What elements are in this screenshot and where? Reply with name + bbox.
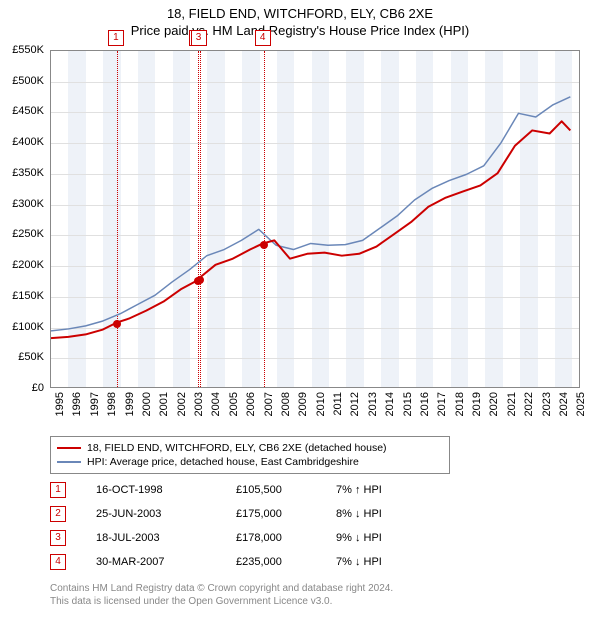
table-row: 4 30-MAR-2007£235,0007% ↓ HPI (50, 550, 426, 574)
transaction-dot (113, 320, 121, 328)
tx-date: 25-JUN-2003 (96, 508, 236, 520)
tx-price: £178,000 (236, 532, 336, 544)
y-tick-label: £250K (12, 228, 44, 240)
x-tick-label: 2004 (210, 392, 222, 416)
tx-delta: 7% ↑ HPI (336, 484, 426, 496)
chart-area: £0£50K£100K£150K£200K£250K£300K£350K£400… (50, 50, 580, 388)
y-tick-label: £300K (12, 198, 44, 210)
x-tick-label: 2019 (471, 392, 483, 416)
y-tick-label: £550K (12, 44, 44, 56)
x-tick-label: 2012 (349, 392, 361, 416)
title-subtitle: Price paid vs. HM Land Registry's House … (0, 23, 600, 38)
legend-label: HPI: Average price, detached house, East… (87, 456, 359, 468)
table-row: 2 25-JUN-2003£175,0008% ↓ HPI (50, 502, 426, 526)
y-tick-label: £450K (12, 105, 44, 117)
plot-frame (50, 50, 580, 388)
footnote-line2: This data is licensed under the Open Gov… (50, 595, 393, 608)
title-address: 18, FIELD END, WITCHFORD, ELY, CB6 2XE (0, 6, 600, 21)
x-tick-label: 2009 (297, 392, 309, 416)
tx-date: 18-JUL-2003 (96, 532, 236, 544)
x-tick-label: 2014 (384, 392, 396, 416)
tx-number: 3 (50, 530, 66, 546)
x-tick-label: 2020 (488, 392, 500, 416)
x-tick-label: 2025 (575, 392, 587, 416)
series-hpi (51, 97, 570, 331)
tx-price: £175,000 (236, 508, 336, 520)
x-tick-label: 2005 (228, 392, 240, 416)
footnote: Contains HM Land Registry data © Crown c… (50, 582, 393, 608)
legend-item: HPI: Average price, detached house, East… (57, 455, 443, 469)
y-tick-label: £500K (12, 75, 44, 87)
y-tick-label: £50K (18, 351, 44, 363)
x-tick-label: 2001 (158, 392, 170, 416)
tx-number: 1 (50, 482, 66, 498)
tx-price: £105,500 (236, 484, 336, 496)
legend: 18, FIELD END, WITCHFORD, ELY, CB6 2XE (… (50, 436, 450, 474)
y-tick-label: £350K (12, 167, 44, 179)
marker-number-box: 3 (191, 30, 207, 46)
x-tick-label: 2022 (523, 392, 535, 416)
x-tick-label: 2018 (454, 392, 466, 416)
tx-delta: 8% ↓ HPI (336, 508, 426, 520)
tx-delta: 7% ↓ HPI (336, 556, 426, 568)
tx-number: 2 (50, 506, 66, 522)
x-tick-label: 2006 (245, 392, 257, 416)
y-tick-label: £150K (12, 290, 44, 302)
tx-date: 16-OCT-1998 (96, 484, 236, 496)
x-tick-label: 2024 (558, 392, 570, 416)
x-tick-label: 1995 (54, 392, 66, 416)
transaction-dot (196, 276, 204, 284)
titles: 18, FIELD END, WITCHFORD, ELY, CB6 2XE P… (0, 0, 600, 38)
x-tick-label: 2013 (367, 392, 379, 416)
y-tick-label: £100K (12, 321, 44, 333)
table-row: 3 18-JUL-2003£178,0009% ↓ HPI (50, 526, 426, 550)
legend-item: 18, FIELD END, WITCHFORD, ELY, CB6 2XE (… (57, 441, 443, 455)
y-tick-label: £400K (12, 136, 44, 148)
tx-price: £235,000 (236, 556, 336, 568)
x-tick-label: 2002 (176, 392, 188, 416)
x-tick-label: 1999 (124, 392, 136, 416)
legend-swatch (57, 447, 81, 449)
x-tick-label: 2023 (541, 392, 553, 416)
y-tick-label: £200K (12, 259, 44, 271)
legend-swatch (57, 461, 81, 463)
series-svg (51, 51, 579, 387)
x-tick-label: 2010 (315, 392, 327, 416)
x-tick-label: 1996 (71, 392, 83, 416)
x-tick-label: 2016 (419, 392, 431, 416)
x-tick-label: 2011 (332, 392, 344, 416)
x-tick-label: 1997 (89, 392, 101, 416)
x-tick-label: 2017 (436, 392, 448, 416)
marker-number-box: 1 (108, 30, 124, 46)
y-tick-label: £0 (32, 382, 44, 394)
x-tick-label: 2015 (402, 392, 414, 416)
x-tick-label: 2021 (506, 392, 518, 416)
footnote-line1: Contains HM Land Registry data © Crown c… (50, 582, 393, 595)
table-row: 1 16-OCT-1998£105,5007% ↑ HPI (50, 478, 426, 502)
transaction-dot (260, 241, 268, 249)
tx-date: 30-MAR-2007 (96, 556, 236, 568)
marker-number-box: 4 (255, 30, 271, 46)
x-tick-label: 2003 (193, 392, 205, 416)
x-tick-label: 2007 (263, 392, 275, 416)
legend-label: 18, FIELD END, WITCHFORD, ELY, CB6 2XE (… (87, 442, 387, 454)
transactions-table: 1 16-OCT-1998£105,5007% ↑ HPI 2 25-JUN-2003… (50, 478, 426, 574)
tx-delta: 9% ↓ HPI (336, 532, 426, 544)
price-chart-card: 18, FIELD END, WITCHFORD, ELY, CB6 2XE P… (0, 0, 600, 620)
tx-number: 4 (50, 554, 66, 570)
x-tick-label: 1998 (106, 392, 118, 416)
x-tick-label: 2000 (141, 392, 153, 416)
x-tick-label: 2008 (280, 392, 292, 416)
